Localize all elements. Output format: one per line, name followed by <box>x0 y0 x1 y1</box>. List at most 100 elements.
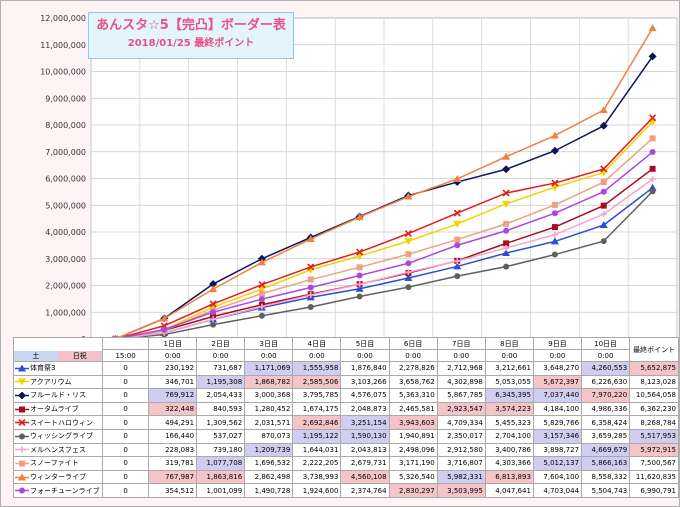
x-tick-label: 3日目 <box>244 337 294 350</box>
x-tick-label: 9日目 <box>532 337 583 350</box>
data-label: 0 <box>101 442 150 458</box>
data-label: 1,940,891 <box>388 428 438 444</box>
data-point <box>258 303 265 310</box>
data-point <box>600 188 607 195</box>
data-label: 6,358,424 <box>581 415 631 430</box>
data-label: 2,374,764 <box>340 483 390 498</box>
data-label: 5,982,331 <box>436 469 486 485</box>
data-label: 0 <box>101 361 150 376</box>
data-point <box>405 251 412 258</box>
series-name: オータムライブ <box>30 405 79 414</box>
data-point <box>649 188 656 195</box>
data-label: 2,031,571 <box>244 415 294 430</box>
data-point <box>599 106 608 114</box>
x-tick-label: 0:00 <box>388 349 438 362</box>
data-point <box>600 238 607 245</box>
legend-marker <box>15 487 29 494</box>
data-point <box>405 269 412 276</box>
data-point <box>356 248 364 256</box>
data-point <box>210 316 217 323</box>
data-point <box>355 284 364 292</box>
data-point <box>307 284 314 291</box>
legend-entry: メルヘンスフェス <box>13 442 103 458</box>
data-point <box>19 487 25 494</box>
data-point <box>649 165 656 172</box>
data-label: 870,073 <box>244 428 294 444</box>
data-label: 3,212,661 <box>484 361 534 376</box>
data-label: 1,674,175 <box>292 401 342 417</box>
data-point <box>454 242 461 249</box>
data-label: 5,866,163 <box>581 456 631 471</box>
data-label: 5,829,766 <box>532 415 583 430</box>
data-point <box>405 260 412 267</box>
data-label: 1,280,452 <box>244 401 294 417</box>
data-label: 7,037,440 <box>532 388 583 403</box>
data-label: 0 <box>101 374 150 390</box>
data-label: 5,053,055 <box>484 374 534 390</box>
data-label: 0 <box>101 469 150 485</box>
data-point <box>600 165 608 173</box>
x-tick-label: 最終ポイント <box>629 337 679 362</box>
x-tick-label: 0:00 <box>484 349 534 362</box>
data-point <box>649 114 657 122</box>
data-point <box>18 419 26 427</box>
data-point <box>404 274 413 282</box>
data-point <box>210 309 217 316</box>
data-point <box>551 231 558 238</box>
data-point <box>209 285 218 293</box>
data-label: 346,701 <box>148 374 198 390</box>
data-point <box>503 227 510 234</box>
data-label: 2,222,205 <box>292 456 342 471</box>
data-label: 0 <box>101 388 150 403</box>
chart-subtitle: 2018/01/25 最終ポイント <box>127 38 255 49</box>
x-tick-label: 0:00 <box>244 349 294 362</box>
data-label: 8,123,028 <box>629 374 679 390</box>
data-label: 5,455,323 <box>484 415 534 430</box>
data-point <box>19 406 25 413</box>
data-label: 2,830,297 <box>388 483 438 498</box>
data-label: 1,555,958 <box>292 361 342 376</box>
data-label: 3,648,270 <box>532 361 583 376</box>
legend-marker <box>15 378 29 386</box>
legend-entry: フォーチューンライブ <box>13 483 103 498</box>
data-label: 230,192 <box>148 361 198 376</box>
x-tick-label: 6日目 <box>388 337 438 350</box>
data-point <box>307 263 315 271</box>
data-label: 322,448 <box>148 401 198 417</box>
y-tick-label: 8,000,000 <box>45 121 86 130</box>
data-label: 4,986,336 <box>581 401 631 417</box>
legend-marker <box>15 391 29 399</box>
series-line <box>115 27 654 340</box>
data-label: 228,083 <box>148 442 198 458</box>
data-point <box>307 276 314 283</box>
data-label: 1,195,308 <box>196 374 246 390</box>
data-label: 2,278,826 <box>388 361 438 376</box>
x-tick-label: 2日目 <box>196 337 246 350</box>
legend-marker <box>15 364 29 372</box>
data-label: 1,590,130 <box>340 428 390 444</box>
y-tick-label: 6,000,000 <box>45 175 86 184</box>
series-line <box>115 190 654 340</box>
legend-marker <box>15 419 29 427</box>
title-box: あんスタ☆5【完凸】ボーダー表 2018/01/25 最終ポイント <box>88 12 294 59</box>
data-point <box>649 135 656 142</box>
table-row: スイートハロウィン 0 494,291 1,309,562 2,031,571 2,692… <box>13 415 679 430</box>
data-label: 0 <box>101 415 150 430</box>
data-label: 0 <box>101 483 150 498</box>
data-label: 2,048,873 <box>340 401 390 417</box>
data-table: 土日祝 1日目 2日目 3日目 4日目 5日目 6日目 7日目 8日目 9日目 10日目 最終ポイント… <box>13 337 679 498</box>
data-label: 0 <box>101 401 150 417</box>
data-point <box>454 236 461 243</box>
data-label: 4,184,100 <box>532 401 583 417</box>
x-tick-label: 8日目 <box>484 337 534 350</box>
data-point <box>551 251 558 258</box>
data-point <box>503 263 510 270</box>
legend-marker <box>15 460 29 467</box>
data-point <box>19 460 25 467</box>
x-tick-label: 5日目 <box>340 337 390 350</box>
x-tick-label: 10日目 <box>581 337 631 350</box>
data-label: 6,362,230 <box>629 401 679 417</box>
series-line <box>115 151 654 340</box>
data-label: 3,400,786 <box>484 442 534 458</box>
